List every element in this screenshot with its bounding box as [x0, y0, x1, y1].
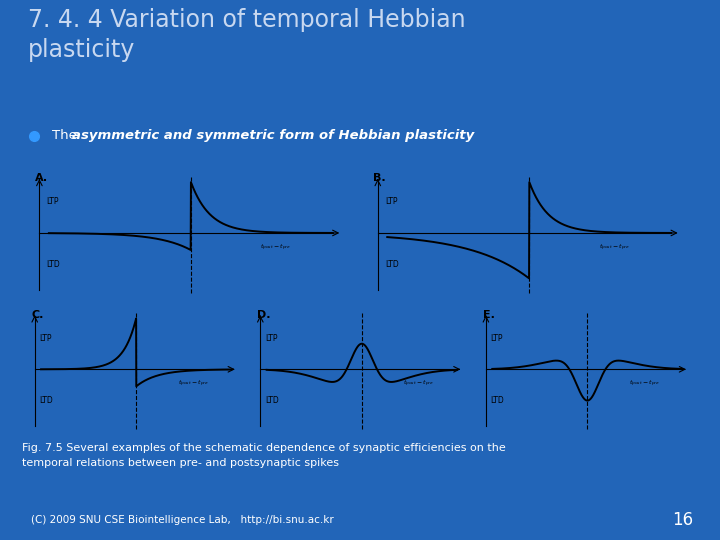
- Text: LTD: LTD: [40, 396, 53, 405]
- Text: (C) 2009 SNU CSE Biointelligence Lab,   http://bi.snu.ac.kr: (C) 2009 SNU CSE Biointelligence Lab, ht…: [31, 515, 334, 525]
- Text: C.: C.: [32, 309, 44, 320]
- Text: B.: B.: [373, 173, 386, 183]
- Text: $t_{post}-t_{pre}$: $t_{post}-t_{pre}$: [599, 243, 630, 253]
- Text: LTD: LTD: [265, 396, 279, 405]
- Text: LTD: LTD: [385, 260, 399, 269]
- Text: $t_{post}-t_{pre}$: $t_{post}-t_{pre}$: [629, 379, 660, 389]
- Text: LTP: LTP: [40, 334, 52, 342]
- Text: E.: E.: [482, 309, 495, 320]
- Text: LTP: LTP: [490, 334, 503, 342]
- Text: 16: 16: [672, 511, 693, 529]
- Text: $t_{post}-t_{pre}$: $t_{post}-t_{pre}$: [403, 379, 434, 389]
- Text: LTD: LTD: [47, 260, 60, 269]
- Text: LTP: LTP: [385, 197, 397, 206]
- Text: 7. 4. 4 Variation of temporal Hebbian
plasticity: 7. 4. 4 Variation of temporal Hebbian pl…: [28, 8, 466, 62]
- Text: LTD: LTD: [490, 396, 505, 405]
- Text: $t_{post}-t_{pre}$: $t_{post}-t_{pre}$: [178, 379, 209, 389]
- Text: Fig. 7.5 Several examples of the schematic dependence of synaptic efficiencies o: Fig. 7.5 Several examples of the schemat…: [22, 443, 505, 468]
- Text: $t_{post}-t_{pre}$: $t_{post}-t_{pre}$: [261, 243, 292, 253]
- Text: asymmetric and symmetric form of Hebbian plasticity: asymmetric and symmetric form of Hebbian…: [72, 129, 474, 143]
- Text: The: The: [52, 129, 81, 143]
- Text: LTP: LTP: [47, 197, 59, 206]
- Text: A.: A.: [35, 173, 48, 183]
- Text: D.: D.: [257, 309, 271, 320]
- Text: LTP: LTP: [265, 334, 278, 342]
